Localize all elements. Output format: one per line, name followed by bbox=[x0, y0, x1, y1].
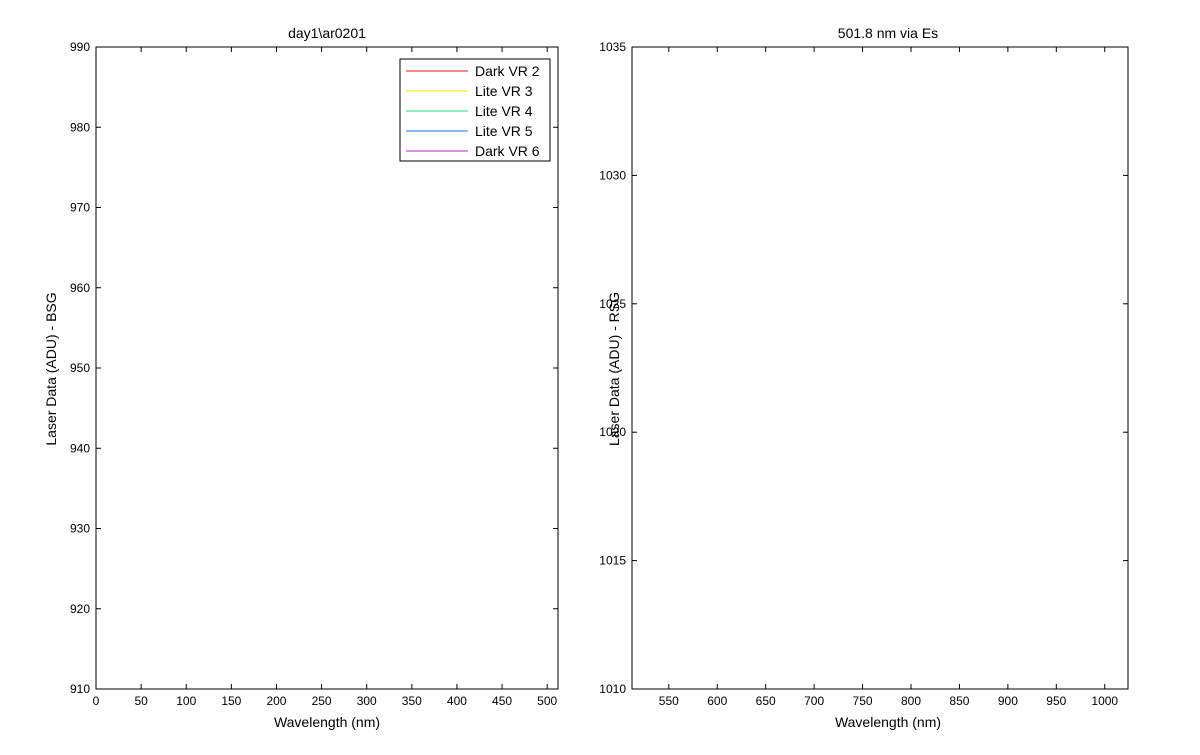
x-tick-label: 700 bbox=[804, 694, 824, 708]
x-tick-label: 350 bbox=[402, 694, 422, 708]
right-chart-title: 501.8 nm via Es bbox=[838, 25, 938, 41]
x-tick-label: 1000 bbox=[1091, 694, 1118, 708]
y-tick-label: 980 bbox=[70, 120, 90, 134]
x-tick-label: 850 bbox=[949, 694, 969, 708]
left-chart-legend: Dark VR 2 Lite VR 3 Lite VR 4 Lite VR 5 Dark… bbox=[399, 58, 551, 162]
x-tick-label: 800 bbox=[901, 694, 921, 708]
y-tick-label: 910 bbox=[70, 682, 90, 696]
left-chart-plot-area: 0 50 100 150 200 250 300 350 400 450 500 910 920 930 9… bbox=[70, 40, 559, 708]
x-tick-label: 450 bbox=[492, 694, 512, 708]
x-tick-label: 650 bbox=[756, 694, 776, 708]
y-tick-label: 1025 bbox=[599, 297, 626, 311]
y-tick-label: 940 bbox=[70, 441, 90, 455]
legend-entry: Lite VR 4 bbox=[475, 103, 533, 119]
legend-entry: Dark VR 2 bbox=[475, 63, 540, 79]
y-tick-label: 930 bbox=[70, 522, 90, 536]
legend-box bbox=[399, 58, 551, 162]
x-tick-label: 200 bbox=[266, 694, 286, 708]
x-tick-label: 50 bbox=[134, 694, 148, 708]
y-tick-label: 1035 bbox=[599, 40, 626, 54]
x-tick-label: 750 bbox=[853, 694, 873, 708]
right-chart-ylabel: Laser Data (ADU) - RSG bbox=[606, 292, 622, 446]
x-tick-label: 950 bbox=[1046, 694, 1066, 708]
x-tick-label: 300 bbox=[357, 694, 377, 708]
y-tick-label: 950 bbox=[70, 361, 90, 375]
x-tick-label: 500 bbox=[537, 694, 557, 708]
y-tick-label: 960 bbox=[70, 281, 90, 295]
x-tick-label: 400 bbox=[447, 694, 467, 708]
y-tick-label: 990 bbox=[70, 40, 90, 54]
x-tick-label: 250 bbox=[312, 694, 332, 708]
y-tick-label: 1015 bbox=[599, 554, 626, 568]
y-tick-label: 920 bbox=[70, 602, 90, 616]
x-tick-label: 0 bbox=[93, 694, 100, 708]
left-chart-title: day1\ar0201 bbox=[288, 25, 366, 41]
x-tick-label: 600 bbox=[707, 694, 727, 708]
x-tick-label: 100 bbox=[176, 694, 196, 708]
y-tick-label: 970 bbox=[70, 201, 90, 215]
right-chart: 501.8 nm via Es Wavelength (nm) Laser Da… bbox=[599, 25, 1129, 730]
y-tick-label: 1010 bbox=[599, 682, 626, 696]
left-chart-ylabel: Laser Data (ADU) - BSG bbox=[43, 292, 59, 445]
left-chart: day1\ar0201 Wavelength (nm) Laser Data (… bbox=[43, 25, 559, 730]
legend-entry: Lite VR 3 bbox=[475, 83, 533, 99]
right-chart-xlabel: Wavelength (nm) bbox=[835, 714, 941, 730]
y-tick-label: 1020 bbox=[599, 425, 626, 439]
y-tick-label: 1030 bbox=[599, 168, 626, 182]
x-tick-label: 150 bbox=[221, 694, 241, 708]
right-chart-plot-area: 550 600 650 700 750 800 850 900 950 1000 1010 1015 1… bbox=[599, 40, 1129, 708]
left-chart-xlabel: Wavelength (nm) bbox=[274, 714, 380, 730]
x-tick-label: 900 bbox=[998, 694, 1018, 708]
legend-entry: Dark VR 6 bbox=[475, 143, 540, 159]
x-tick-label: 550 bbox=[659, 694, 679, 708]
plot-frame bbox=[631, 46, 1129, 690]
legend-entry: Lite VR 5 bbox=[475, 123, 533, 139]
